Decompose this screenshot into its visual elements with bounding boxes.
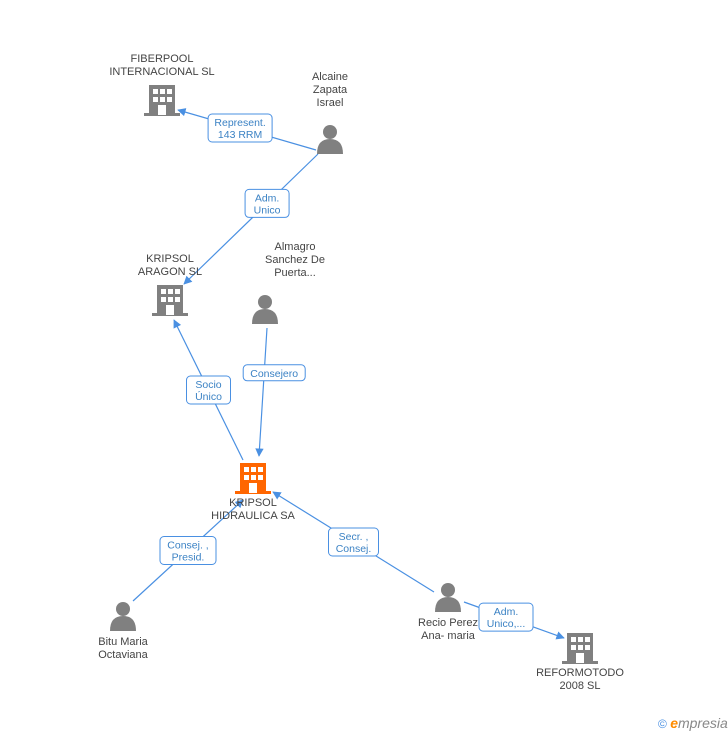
- node-label: Bitu Maria: [98, 636, 148, 648]
- svg-text:Consejero: Consejero: [250, 368, 298, 380]
- node-label: Almagro: [275, 241, 316, 253]
- person-icon node-bitu[interactable]: Bitu MariaOctaviana: [98, 602, 148, 661]
- node-label: Ana- maria: [421, 630, 476, 642]
- copyright: © empresia: [658, 715, 728, 731]
- svg-text:Presid.: Presid.: [172, 552, 205, 564]
- node-label: ARAGON SL: [138, 266, 202, 278]
- node-label: Zapata: [313, 84, 348, 96]
- node-label: Puerta...: [274, 267, 316, 279]
- node-label: INTERNACIONAL SL: [109, 66, 214, 78]
- svg-text:Unico: Unico: [254, 204, 281, 216]
- edge-label: Consejero: [243, 365, 305, 381]
- edge-label: Adm.Unico,...: [479, 603, 533, 631]
- svg-text:Consej. ,: Consej. ,: [167, 540, 208, 552]
- node-label: HIDRAULICA SA: [211, 510, 295, 522]
- edge-label: Represent.143 RRM: [208, 114, 272, 142]
- svg-text:Secr. ,: Secr. ,: [339, 531, 369, 543]
- svg-text:Socio: Socio: [195, 379, 221, 391]
- edge-label: Adm.Unico: [245, 189, 289, 217]
- svg-text:Adm.: Adm.: [494, 606, 519, 618]
- node-label: Recio Perez: [418, 617, 478, 629]
- node-label: Octaviana: [98, 649, 148, 661]
- svg-text:Consej.: Consej.: [336, 543, 372, 555]
- building-icon node-fiberpool[interactable]: FIBERPOOLINTERNACIONAL SL: [109, 53, 214, 116]
- node-label: Alcaine: [312, 71, 348, 83]
- edge-label: Consej. ,Presid.: [160, 537, 216, 565]
- node-label: 2008 SL: [560, 680, 601, 692]
- building-orange-icon node-kripsol_h[interactable]: KRIPSOLHIDRAULICA SA: [211, 463, 295, 522]
- node-label: Sanchez De: [265, 254, 325, 266]
- building-icon node-reformo[interactable]: REFORMOTODO2008 SL: [536, 633, 624, 692]
- building-icon node-kripsol_ar[interactable]: KRIPSOLARAGON SL: [138, 253, 202, 316]
- svg-text:Adm.: Adm.: [255, 192, 280, 204]
- node-label: Israel: [317, 97, 344, 109]
- network-diagram: Represent.143 RRMAdm.UnicoSocioÚnicoCons…: [0, 0, 728, 740]
- node-label: FIBERPOOL: [131, 53, 194, 65]
- node-label: REFORMOTODO: [536, 667, 624, 679]
- svg-text:143 RRM: 143 RRM: [218, 129, 262, 141]
- svg-text:Represent.: Represent.: [214, 117, 265, 129]
- node-label: KRIPSOL: [229, 497, 277, 509]
- edge-label: SocioÚnico: [187, 376, 231, 404]
- person-icon node-recio[interactable]: Recio PerezAna- maria: [418, 583, 478, 642]
- svg-text:Único: Único: [195, 390, 222, 403]
- person-icon node-alcaine[interactable]: AlcaineZapataIsrael: [312, 71, 348, 154]
- node-label: KRIPSOL: [146, 253, 194, 265]
- edge-label: Secr. ,Consej.: [329, 528, 379, 556]
- edge-almagro-kripsol_h: [259, 328, 267, 456]
- svg-text:Unico,...: Unico,...: [487, 618, 526, 630]
- person-icon node-almagro[interactable]: AlmagroSanchez DePuerta...: [252, 241, 325, 324]
